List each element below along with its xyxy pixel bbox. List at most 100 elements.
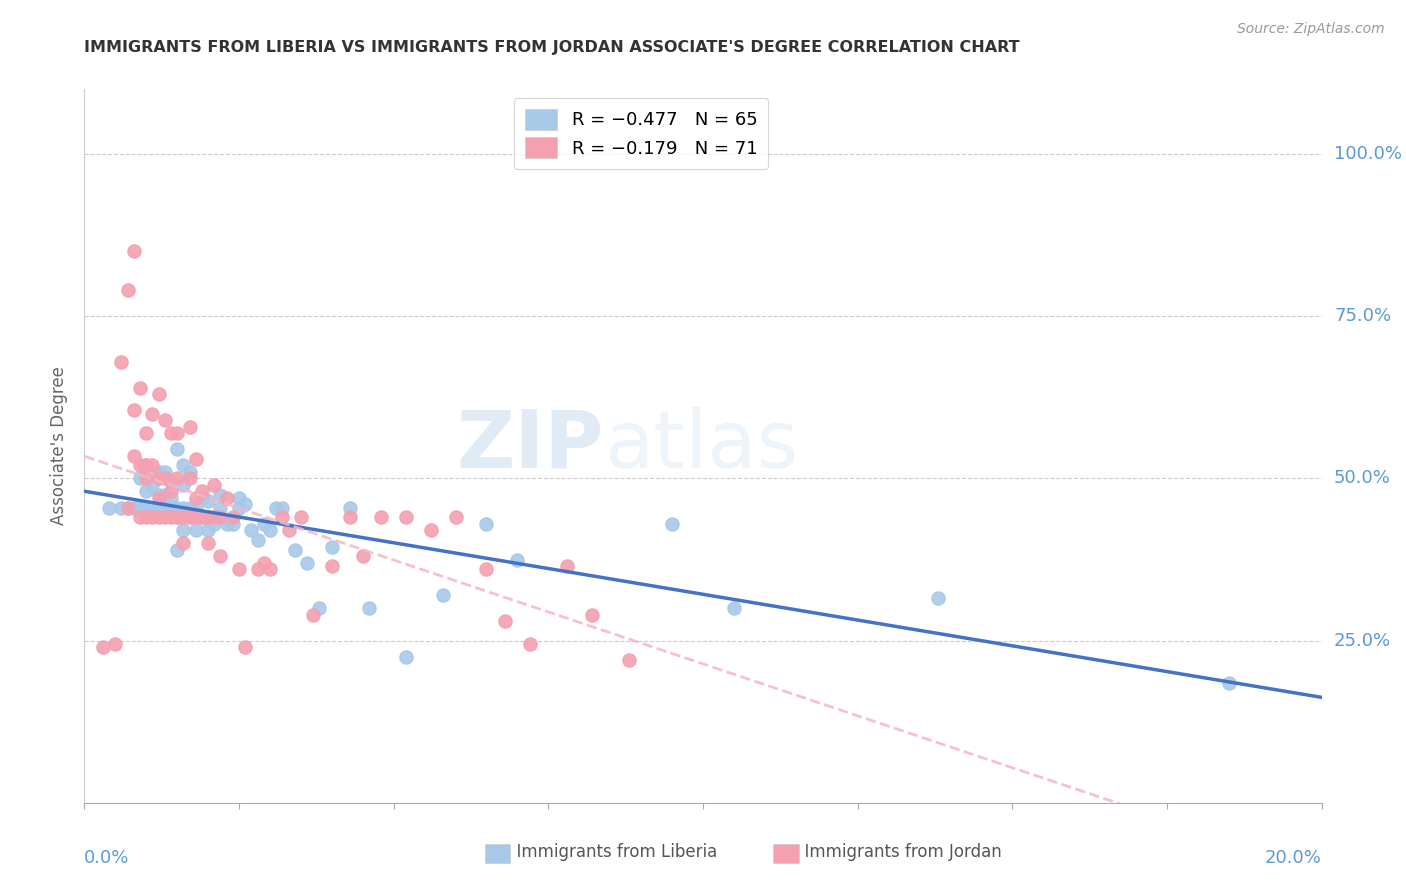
Point <box>172 478 194 492</box>
Point <box>110 354 132 368</box>
Point <box>141 478 163 492</box>
Point <box>153 413 176 427</box>
Point <box>184 491 207 505</box>
Point <box>202 478 225 492</box>
Text: 25.0%: 25.0% <box>1334 632 1391 649</box>
Point <box>395 510 418 524</box>
Point <box>494 614 516 628</box>
Text: 75.0%: 75.0% <box>1334 307 1391 326</box>
Point <box>228 562 250 576</box>
Point <box>172 500 194 515</box>
Point <box>153 471 176 485</box>
Point <box>117 283 139 297</box>
Text: ZIP: ZIP <box>457 407 605 485</box>
Point <box>135 458 157 473</box>
Point <box>153 488 176 502</box>
Point <box>135 500 157 515</box>
Point <box>153 510 176 524</box>
Point <box>581 607 603 622</box>
Point <box>197 524 219 538</box>
Point <box>172 524 194 538</box>
Point <box>321 559 343 574</box>
Point <box>197 536 219 550</box>
Point <box>141 407 163 421</box>
Point <box>202 516 225 531</box>
Point <box>179 510 201 524</box>
Point <box>179 510 201 524</box>
Point <box>233 497 256 511</box>
Point <box>228 500 250 515</box>
Point <box>475 516 498 531</box>
Point <box>723 601 745 615</box>
Point <box>172 458 194 473</box>
Point <box>419 524 441 538</box>
Y-axis label: Associate's Degree: Associate's Degree <box>51 367 69 525</box>
Point <box>253 556 276 570</box>
Text: Immigrants from Liberia: Immigrants from Liberia <box>506 843 717 861</box>
Point <box>179 465 201 479</box>
Point <box>129 500 152 515</box>
Point <box>1218 675 1240 690</box>
Point <box>135 471 157 485</box>
Point <box>271 510 294 524</box>
Point <box>148 500 170 515</box>
Point <box>166 500 188 515</box>
Point <box>197 510 219 524</box>
Point <box>160 500 183 515</box>
Point <box>148 471 170 485</box>
Point <box>179 471 201 485</box>
Point <box>117 500 139 515</box>
Text: IMMIGRANTS FROM LIBERIA VS IMMIGRANTS FROM JORDAN ASSOCIATE'S DEGREE CORRELATION: IMMIGRANTS FROM LIBERIA VS IMMIGRANTS FR… <box>84 40 1019 55</box>
Point <box>104 637 127 651</box>
Point <box>395 649 418 664</box>
Point <box>166 510 188 524</box>
Point <box>179 419 201 434</box>
Point <box>246 533 269 547</box>
Point <box>148 488 170 502</box>
Point <box>259 524 281 538</box>
Point <box>110 500 132 515</box>
Point <box>222 510 245 524</box>
Point <box>122 244 145 259</box>
Point <box>197 494 219 508</box>
Point <box>290 510 312 524</box>
Point <box>215 516 238 531</box>
Point <box>240 524 263 538</box>
Text: Immigrants from Jordan: Immigrants from Jordan <box>794 843 1002 861</box>
Point <box>129 510 152 524</box>
Point <box>661 516 683 531</box>
Point <box>160 425 183 440</box>
Point <box>209 488 232 502</box>
Point <box>153 465 176 479</box>
Point <box>191 510 214 524</box>
Point <box>148 465 170 479</box>
Point <box>927 591 949 606</box>
Text: 100.0%: 100.0% <box>1334 145 1402 163</box>
Point <box>228 491 250 505</box>
Point <box>166 510 188 524</box>
Point <box>122 500 145 515</box>
Point <box>308 601 330 615</box>
Point <box>259 562 281 576</box>
Legend: R = −0.477   N = 65, R = −0.179   N = 71: R = −0.477 N = 65, R = −0.179 N = 71 <box>513 98 768 169</box>
Point <box>209 510 232 524</box>
Point <box>153 500 176 515</box>
Point <box>135 484 157 499</box>
Point <box>209 500 232 515</box>
Point <box>141 458 163 473</box>
Point <box>339 510 361 524</box>
Point <box>160 484 183 499</box>
Point <box>166 442 188 457</box>
Point <box>117 500 139 515</box>
Point <box>506 552 529 566</box>
Point <box>148 510 170 524</box>
Point <box>432 588 454 602</box>
Point <box>135 458 157 473</box>
Point <box>141 510 163 524</box>
Text: 0.0%: 0.0% <box>84 849 129 867</box>
Point <box>98 500 121 515</box>
Point <box>122 403 145 417</box>
Point <box>184 510 207 524</box>
Point <box>339 500 361 515</box>
Point <box>475 562 498 576</box>
